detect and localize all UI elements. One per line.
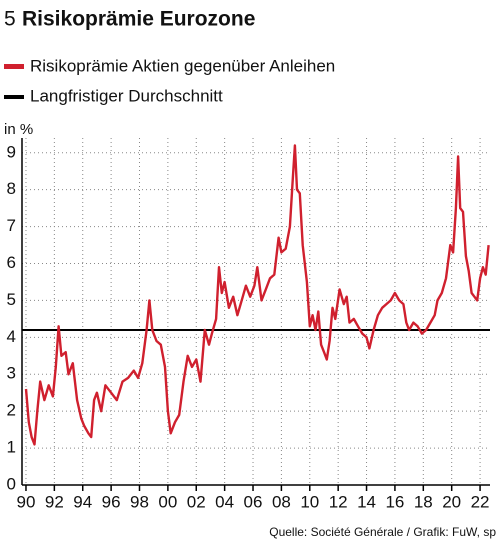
y-tick-label: 1 [7, 438, 16, 457]
legend-swatch [4, 64, 24, 69]
x-tick-label: 10 [300, 492, 319, 511]
x-tick-label: 94 [73, 492, 92, 511]
x-tick-label: 00 [158, 492, 177, 511]
y-tick-label: 8 [7, 179, 16, 198]
legend-label: Langfristiger Durchschnitt [30, 86, 223, 105]
y-axis-label: in % [4, 121, 33, 138]
x-tick-label: 14 [357, 492, 376, 511]
y-tick-label: 6 [7, 253, 16, 272]
x-tick-label: 18 [414, 492, 433, 511]
x-tick-label: 04 [215, 492, 234, 511]
y-tick-label: 4 [7, 327, 16, 346]
x-tick-label: 12 [329, 492, 348, 511]
x-tick-label: 22 [471, 492, 490, 511]
x-tick-label: 98 [130, 492, 149, 511]
chart-number: 5 [4, 8, 16, 31]
legend-label: Risikoprämie Aktien gegenüber Anleihen [30, 56, 335, 75]
chart-title: Risikoprämie Eurozone [22, 8, 255, 31]
x-tick-label: 20 [442, 492, 461, 511]
legend-swatch [4, 95, 24, 99]
y-tick-label: 2 [7, 401, 16, 420]
x-tick-label: 16 [385, 492, 404, 511]
data-line [24, 144, 490, 446]
x-tick-label: 92 [45, 492, 64, 511]
y-tick-label: 7 [7, 216, 16, 235]
x-tick-label: 08 [272, 492, 291, 511]
y-tick-label: 9 [7, 142, 16, 161]
x-tick-label: 96 [102, 492, 121, 511]
y-tick-label: 0 [7, 474, 16, 493]
y-tick-label: 5 [7, 290, 16, 309]
x-tick-label: 02 [187, 492, 206, 511]
y-tick-label: 3 [7, 364, 16, 383]
source: Quelle: Société Générale / Grafik: FuW, … [269, 525, 496, 539]
x-tick-label: 06 [244, 492, 263, 511]
x-tick-label: 90 [17, 492, 36, 511]
